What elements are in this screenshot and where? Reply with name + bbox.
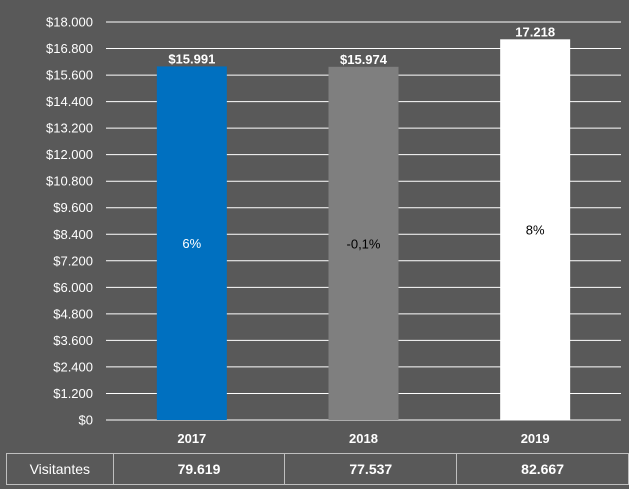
y-tick-label: $14.400 <box>46 94 93 109</box>
y-tick-label: $1.200 <box>53 386 93 401</box>
y-tick-label: $10.800 <box>46 174 93 189</box>
bar-2019 <box>500 39 571 420</box>
percent-label: 8% <box>526 223 545 238</box>
y-tick-label: $2.400 <box>53 359 93 374</box>
visitors-table: Visitantes 79.619 77.537 82.667 <box>6 453 629 485</box>
visitors-2017: 79.619 <box>112 453 286 485</box>
bar-2018 <box>328 66 399 420</box>
y-tick-label: $6.000 <box>53 280 93 295</box>
y-tick-label: $8.400 <box>53 227 93 242</box>
y-tick-label: $16.800 <box>46 41 93 56</box>
data-labels: $15.991 6% $15.974 -0,1% 17.218 8% <box>168 24 555 251</box>
y-tick-label: $9.600 <box>53 200 93 215</box>
visitors-2018: 77.537 <box>284 453 458 485</box>
percent-label: 6% <box>182 236 201 251</box>
y-tick-label: $0 <box>79 413 93 428</box>
y-tick-label: $4.800 <box>53 306 93 321</box>
x-axis-ticks: 2017 2018 2019 <box>177 431 549 446</box>
table-row-label: Visitantes <box>6 453 114 485</box>
y-axis-ticks: $0 $1.200 $2.400 $3.600 $4.800 $6.000 $7.200 $8… <box>46 15 93 428</box>
y-tick-label: $13.200 <box>46 121 93 136</box>
bar-2017 <box>156 66 227 421</box>
value-label: $15.974 <box>340 52 388 67</box>
bar-chart: $0 $1.200 $2.400 $3.600 $4.800 $6.000 $7.200 $8… <box>46 15 621 446</box>
x-tick-label: 2018 <box>349 431 378 446</box>
y-tick-label: $18.000 <box>46 15 93 30</box>
table-row: Visitantes 79.619 77.537 82.667 <box>6 453 629 485</box>
value-label: $15.991 <box>168 51 215 66</box>
visitors-2019: 82.667 <box>456 453 629 485</box>
x-tick-label: 2019 <box>521 431 550 446</box>
y-tick-label: $3.600 <box>53 333 93 348</box>
x-tick-label: 2017 <box>177 431 206 446</box>
y-tick-label: $15.600 <box>46 68 93 83</box>
bars <box>156 39 571 421</box>
percent-label: -0,1% <box>347 236 381 251</box>
value-label: 17.218 <box>515 24 555 39</box>
y-tick-label: $7.200 <box>53 253 93 268</box>
y-tick-label: $12.000 <box>46 147 93 162</box>
